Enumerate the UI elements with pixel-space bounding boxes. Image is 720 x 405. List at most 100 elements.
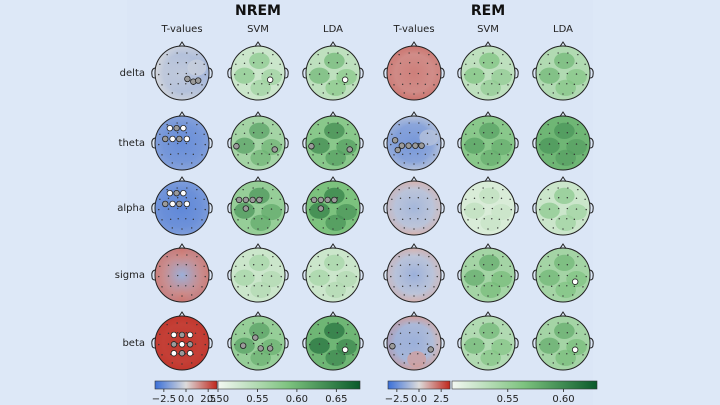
electrode-dot: [391, 133, 393, 136]
electrode-dot: [167, 143, 170, 145]
electrode-dot: [465, 333, 467, 336]
significant-electrode-marker: [271, 146, 278, 153]
head-ear-right: [284, 67, 289, 79]
head-ear-left: [383, 137, 388, 149]
electrode-dot: [557, 342, 560, 345]
head-ear-right: [208, 269, 213, 281]
electrode-dot: [176, 197, 179, 199]
significant-electrode-marker: [170, 350, 178, 357]
significant-electrode-marker: [257, 345, 264, 352]
electrode-dot: [433, 354, 435, 356]
electrode-dot: [487, 295, 489, 297]
electrode-dot: [158, 275, 160, 278]
electrode-dot: [159, 265, 161, 268]
electrode-dot: [242, 255, 244, 258]
electrode-dot: [477, 294, 479, 296]
electrode-dot: [542, 354, 544, 356]
electrode-dot: [176, 322, 178, 324]
topomap-rem-sigma-lda: [532, 243, 594, 303]
electrode-dot: [482, 197, 485, 199]
electrode-dot: [327, 342, 330, 345]
head-outline: [460, 45, 516, 101]
head-ear-right: [284, 202, 289, 214]
electrode-dot: [262, 122, 264, 124]
head-ear-right: [440, 202, 445, 214]
head-nose: [254, 176, 262, 182]
electrode-dot: [176, 72, 179, 75]
topomap-rem-delta-svm: [457, 41, 519, 101]
significant-electrode-marker: [389, 343, 396, 350]
electrode-dot: [482, 342, 485, 345]
electrode-dot: [345, 275, 348, 277]
electrode-dot: [424, 83, 427, 86]
electrode-dot: [185, 197, 188, 199]
electrode-dot: [507, 286, 509, 288]
electrode-dot: [257, 163, 259, 165]
electrode-dot: [467, 354, 469, 356]
electrode-dot: [467, 286, 469, 288]
electrode-dot: [177, 353, 179, 355]
electrode-dot: [181, 295, 183, 297]
significant-electrode-marker: [194, 77, 202, 84]
electrode-dot: [398, 53, 400, 56]
electrode-dot: [191, 362, 193, 364]
electrode-dot: [487, 228, 489, 230]
electrode-dot: [509, 198, 511, 201]
electrode-dot: [167, 73, 170, 75]
electrode-dot: [577, 323, 579, 326]
electrode-dot: [252, 187, 254, 189]
electrode-dot: [417, 353, 419, 355]
electrode-dot: [573, 83, 576, 86]
electrode-dot: [482, 142, 485, 145]
electrode-dot: [245, 83, 248, 86]
electrode-dot: [262, 322, 264, 324]
electrode-dot: [562, 228, 564, 230]
topomap-nrem-delta-svm: [227, 41, 289, 101]
electrode-dot: [547, 188, 549, 191]
head-ear-right: [514, 269, 519, 281]
electrode-dot: [472, 188, 474, 191]
electrode-dot: [191, 162, 193, 164]
significant-electrode-marker: [186, 341, 194, 348]
electrode-dot: [262, 52, 264, 54]
head-nose: [410, 243, 418, 249]
colorbar-tick-label: −2.5: [385, 394, 409, 405]
electrode-dot: [557, 254, 559, 256]
electrode-dot: [539, 343, 541, 346]
electrode-dot: [318, 275, 321, 277]
electrode-dot: [423, 162, 425, 164]
topomap-hotspot: [419, 129, 439, 146]
head-outline: [305, 180, 361, 236]
electrode-dot: [473, 143, 476, 145]
electrode-dot: [253, 153, 255, 155]
head-ear-left: [532, 202, 537, 214]
electrode-dot: [327, 132, 330, 134]
electrode-dot: [482, 62, 485, 64]
electrode-dot: [252, 322, 254, 324]
electrode-dot: [186, 122, 188, 124]
electrode-dot: [347, 323, 349, 326]
topomap-rem-theta-tvalues: [383, 111, 445, 171]
electrode-dot: [354, 198, 356, 201]
electrode-dot: [482, 254, 484, 256]
electrode-dot: [201, 84, 203, 86]
electrode-dot: [557, 332, 560, 334]
electrode-dot: [482, 187, 484, 189]
colorbar-tick-label: 0.0: [411, 394, 427, 405]
topomap-blob: [249, 254, 270, 271]
electrode-dot: [582, 354, 584, 356]
electrode-dot: [320, 218, 323, 221]
significant-electrode-marker: [405, 142, 412, 149]
electrode-dot: [237, 84, 239, 86]
head-ear-right: [284, 337, 289, 349]
electrode-dot: [473, 275, 476, 277]
topomap-rem-sigma-tvalues: [383, 243, 445, 303]
electrode-dot: [418, 52, 420, 54]
electrode-dot: [343, 153, 346, 156]
topomap-blob: [539, 67, 560, 84]
electrode-dot: [557, 187, 559, 189]
topomap-rem-alpha-lda: [532, 176, 594, 236]
electrode-dot: [408, 52, 410, 54]
electrode-dot: [417, 197, 420, 199]
topomap-rem-alpha-tvalues: [383, 176, 445, 236]
